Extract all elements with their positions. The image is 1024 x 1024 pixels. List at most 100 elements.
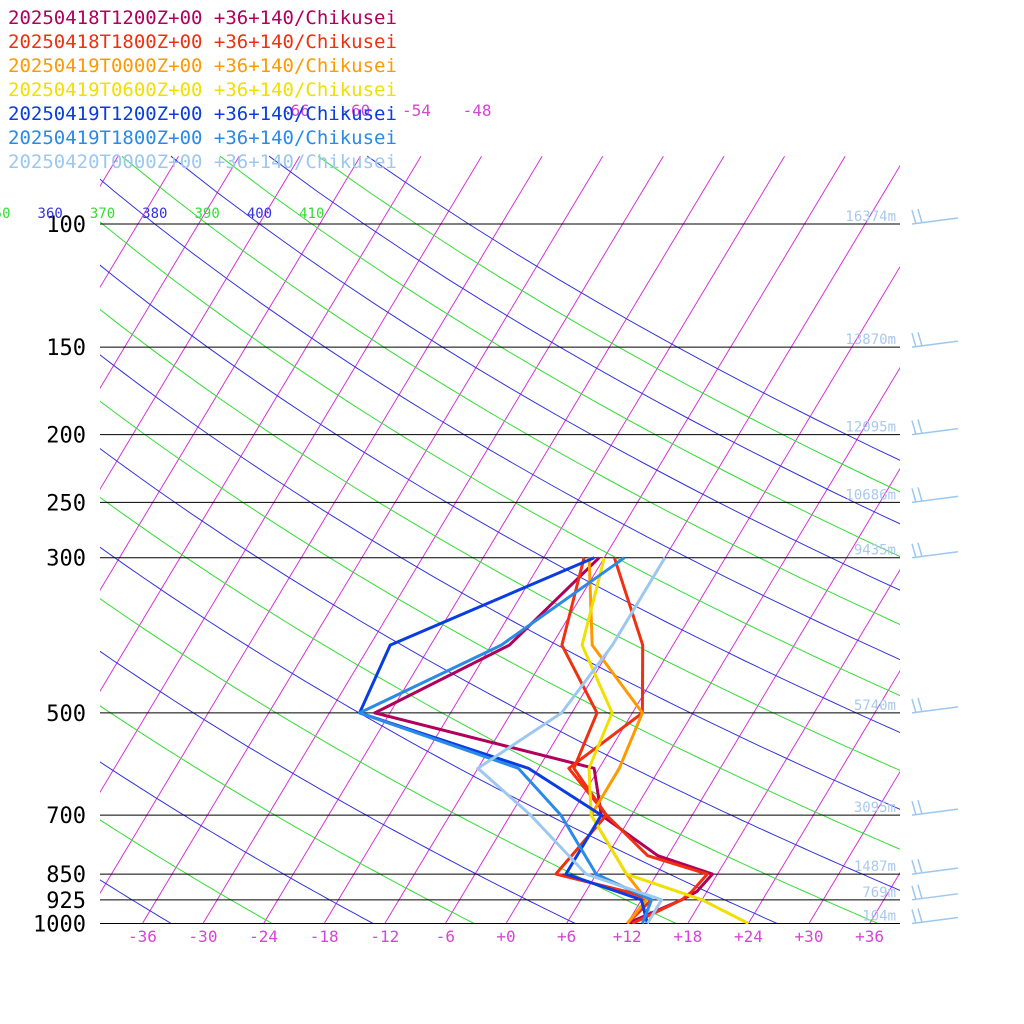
sounding-line bbox=[358, 556, 649, 924]
dry-adiabat-line bbox=[100, 221, 900, 697]
temperature-tick-label: -12 bbox=[370, 927, 399, 946]
theta-label: 360 bbox=[38, 206, 63, 222]
sounding-line bbox=[358, 556, 653, 924]
theta-label: 400 bbox=[247, 206, 272, 222]
temperature-tick-label: +24 bbox=[734, 927, 763, 946]
pressure-tick-label: 500 bbox=[46, 702, 86, 727]
pressure-tick-label: 200 bbox=[46, 424, 86, 449]
temperature-tick-label: +6 bbox=[557, 927, 576, 946]
isotherm-line bbox=[100, 155, 543, 895]
legend-entry: 20250419T1200Z+00 +36+140/Chikusei bbox=[8, 103, 397, 125]
isotherm-line bbox=[323, 155, 786, 924]
height-label: 10686m bbox=[845, 487, 896, 503]
height-label: 1487m bbox=[854, 859, 896, 875]
dry-adiabat-line bbox=[317, 155, 900, 493]
isotherm-line bbox=[808, 770, 900, 924]
temperature-tick-label: +18 bbox=[673, 927, 702, 946]
theta-label: 350 bbox=[0, 206, 11, 222]
legend-entry: 20250419T0000Z+00 +36+140/Chikusei bbox=[8, 55, 397, 77]
isotherm-line bbox=[566, 366, 900, 924]
pressure-tick-label: 100 bbox=[46, 213, 86, 238]
dry-adiabat-line bbox=[100, 354, 900, 810]
isotherm-line bbox=[444, 164, 900, 924]
dry-adiabat-line bbox=[268, 155, 900, 525]
dry-adiabat-line bbox=[219, 155, 900, 558]
wind-barb bbox=[911, 697, 959, 714]
height-label: 3095m bbox=[854, 800, 896, 816]
legend-entry: 20250418T1200Z+00 +36+140/Chikusei bbox=[8, 7, 397, 29]
isotherm-line bbox=[263, 155, 725, 924]
dry-adiabat-line bbox=[100, 178, 900, 661]
pressure-tick-label: 150 bbox=[46, 336, 86, 361]
dry-adiabat-line bbox=[100, 400, 900, 850]
isotherm-label: -54 bbox=[402, 101, 431, 120]
legend-entry: 20250419T1800Z+00 +36+140/Chikusei bbox=[8, 127, 397, 149]
dry-adiabat-line bbox=[366, 155, 900, 461]
sounding-line bbox=[476, 556, 667, 924]
isotherm-line bbox=[747, 669, 900, 924]
height-label: 104m bbox=[862, 909, 896, 925]
wind-barb bbox=[911, 487, 959, 504]
legend: 20250418T1200Z+00 +36+140/Chikusei202504… bbox=[8, 7, 397, 173]
isotherm-label: -66 bbox=[281, 101, 310, 120]
dry-adiabat-line bbox=[100, 650, 576, 924]
isotherm-label: -48 bbox=[463, 101, 492, 120]
isotherm-line bbox=[626, 467, 900, 924]
sounding-series bbox=[358, 556, 750, 924]
wind-barb bbox=[911, 331, 959, 348]
temperature-tick-label: +36 bbox=[855, 927, 884, 946]
temperature-tick-label: -18 bbox=[310, 927, 339, 946]
sounding-line bbox=[580, 557, 750, 924]
legend-entry: 20250420T0000Z+00 +36+140/Chikusei bbox=[8, 151, 397, 173]
isotherm-line bbox=[384, 155, 846, 924]
isotherm-line bbox=[100, 155, 483, 794]
legend-entry: 20250418T1800Z+00 +36+140/Chikusei bbox=[8, 31, 397, 53]
height-label: 16374m bbox=[845, 209, 896, 225]
dry-adiabat-line bbox=[100, 705, 475, 924]
isotherm-line bbox=[505, 265, 900, 924]
wind-barb bbox=[911, 208, 959, 225]
isotherm-line bbox=[991, 156, 1024, 923]
dry-adiabat-line bbox=[100, 264, 900, 734]
dry-adiabat-line bbox=[100, 546, 778, 924]
temperature-tick-label: +30 bbox=[795, 927, 824, 946]
temperature-tick-label: -36 bbox=[128, 927, 157, 946]
pressure-tick-label: 300 bbox=[46, 547, 86, 572]
dry-adiabat-line bbox=[100, 308, 900, 771]
isotherm-line bbox=[100, 155, 240, 390]
isotherm-line bbox=[930, 156, 1024, 923]
dry-adiabat-line bbox=[100, 598, 677, 924]
height-label: 12095m bbox=[845, 420, 896, 436]
dry-adiabat-line bbox=[100, 496, 879, 924]
pressure-tick-label: 925 bbox=[46, 889, 86, 914]
pressure-tick-label: 1000 bbox=[33, 913, 86, 938]
wind-barb bbox=[911, 884, 959, 901]
height-label: 13870m bbox=[845, 332, 896, 348]
isotherm-label: -60 bbox=[341, 101, 370, 120]
pressure-tick-label: 250 bbox=[46, 491, 86, 516]
pressure-lines bbox=[100, 223, 900, 924]
wind-barb bbox=[911, 799, 959, 816]
temperature-tick-label: +12 bbox=[613, 927, 642, 946]
dry-adiabat-line bbox=[121, 155, 900, 626]
dry-adiabat-line bbox=[100, 448, 900, 891]
temperature-tick-label: -30 bbox=[189, 927, 218, 946]
legend-entry: 20250419T0600Z+00 +36+140/Chikusei bbox=[8, 79, 397, 101]
height-label: 5740m bbox=[854, 698, 896, 714]
temperature-tick-label: +0 bbox=[496, 927, 515, 946]
theta-label: 390 bbox=[194, 206, 219, 222]
sounding-line bbox=[587, 557, 648, 924]
isotherm-line bbox=[687, 568, 900, 924]
pressure-tick-label: 850 bbox=[46, 863, 86, 888]
wind-barb bbox=[911, 908, 959, 925]
sounding-line bbox=[560, 557, 709, 924]
height-label: 9435m bbox=[854, 543, 896, 559]
wind-barb bbox=[911, 419, 959, 436]
theta-label: 410 bbox=[299, 206, 324, 222]
wind-barb bbox=[911, 858, 959, 875]
wind-barb bbox=[911, 542, 959, 559]
dry-adiabat-line bbox=[170, 155, 900, 591]
temperature-tick-label: -24 bbox=[249, 927, 278, 946]
